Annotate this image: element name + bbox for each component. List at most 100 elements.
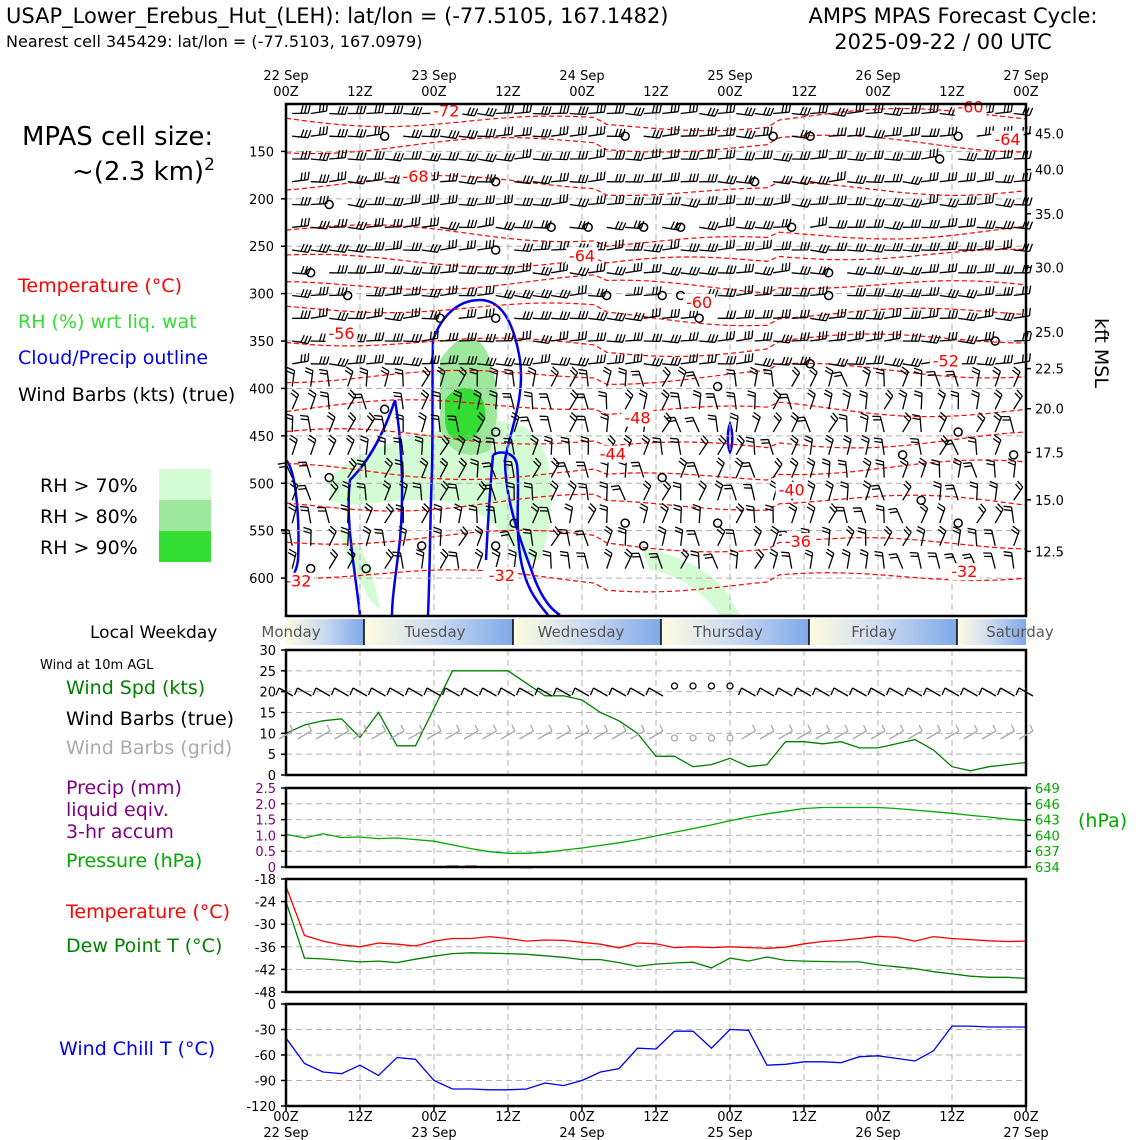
wind-barb <box>606 173 626 183</box>
wind-barb <box>532 219 552 229</box>
wind-barb <box>921 263 940 274</box>
weekday-segment <box>513 619 661 645</box>
wind-barb <box>439 435 450 456</box>
wind-barb <box>821 458 831 478</box>
wind-barb <box>384 356 404 365</box>
wind-barb <box>773 334 793 344</box>
wind-barb <box>804 435 814 455</box>
wind-barb <box>643 357 664 367</box>
wind-barb <box>420 389 430 410</box>
wind-barb <box>898 389 908 410</box>
wind-barb <box>810 312 830 322</box>
wind-barb <box>384 503 394 524</box>
wind-barb <box>421 265 441 275</box>
wind-barb <box>735 503 745 524</box>
wind-barb <box>384 105 404 115</box>
wind-barb <box>436 366 446 387</box>
wind-barb <box>680 331 699 342</box>
wind-barb <box>430 414 441 433</box>
wind-barb <box>458 175 479 185</box>
wind-barb <box>319 391 330 410</box>
calm-wind-circle <box>707 682 716 690</box>
wind-barb <box>630 461 645 478</box>
wind-barb <box>403 129 423 139</box>
wind-barb <box>329 218 348 228</box>
wind-barb <box>310 126 329 137</box>
wind-barb <box>976 331 995 342</box>
bottom-hour-tick-label: 12Z <box>643 1110 669 1125</box>
wind10m-label: Wind at 10m AGL <box>40 658 154 673</box>
wind-barb <box>884 126 903 137</box>
wind-barb <box>841 548 851 569</box>
wind-barb <box>680 127 700 137</box>
top-date-tick-label: 22 Sep <box>263 69 308 84</box>
wind-barb <box>393 391 404 410</box>
wind-barb <box>569 198 590 208</box>
wind-barb <box>364 502 373 524</box>
wind-barb <box>551 125 569 137</box>
wind-barb <box>992 366 1002 387</box>
wind-barb <box>329 243 349 253</box>
wind-barb <box>327 434 337 456</box>
wind-barb <box>550 366 559 387</box>
wind-barb <box>292 171 310 183</box>
wind-barb <box>588 125 606 137</box>
top-hour-tick-label: 12Z <box>347 85 373 100</box>
calm-wind-circle <box>934 154 945 164</box>
wind-barb-true <box>589 687 608 697</box>
wind-barb <box>847 330 865 342</box>
wind-barb-true <box>941 687 960 697</box>
top-hour-tick-label: 12Z <box>495 85 521 100</box>
wind-barb <box>938 411 948 433</box>
wind-barb <box>290 389 300 410</box>
wind-barb <box>717 434 727 456</box>
wind-barb <box>828 107 849 117</box>
calm-wind-circle <box>675 222 686 233</box>
wind-barb <box>810 330 828 342</box>
wind-barb <box>539 506 552 524</box>
wind-barb <box>527 366 537 387</box>
wind-barb <box>806 480 816 501</box>
wind-barb <box>502 392 515 410</box>
wind-barb <box>958 334 978 345</box>
wind-barb <box>310 286 329 297</box>
wind-barb <box>477 308 495 319</box>
temperature-contour <box>285 248 1027 268</box>
wind-barb <box>588 195 607 206</box>
wind-barb <box>747 390 756 410</box>
rh80-swatch <box>159 500 211 531</box>
temperature-contour-label: -32 <box>489 566 515 585</box>
wind-barb <box>606 195 625 206</box>
wind-barb <box>967 527 978 546</box>
calm-wind-circle <box>953 427 963 437</box>
wind-barb <box>684 416 700 433</box>
wind-barb <box>914 390 923 410</box>
temperature-contour <box>285 399 1027 418</box>
title-right-2: 2025-09-22 / 00 UTC <box>834 30 1052 54</box>
wind-barb <box>319 368 330 387</box>
wind-barb <box>754 239 773 251</box>
wind-barb <box>289 434 298 456</box>
wind-barb <box>662 103 680 115</box>
height-tick-label: 17.5 <box>1035 446 1064 461</box>
wind-barb <box>763 368 774 387</box>
wind-barb <box>754 150 773 160</box>
wind-barb <box>789 457 799 478</box>
wind-barb <box>286 366 296 387</box>
wind-barb <box>625 220 645 230</box>
contour-label-background <box>399 167 432 185</box>
calm-wind-circle <box>324 199 334 210</box>
wind-barb <box>329 149 348 160</box>
wind-barb <box>606 333 626 343</box>
wind-barb <box>902 175 923 186</box>
temperature-panel: -18 -24 -30 -36 -42 -48 <box>255 873 1028 1001</box>
wind-barb <box>523 391 534 410</box>
wind-barb-grid <box>741 724 757 740</box>
temperature-contour <box>285 274 1027 294</box>
pressure-label: Pressure (hPa) <box>66 850 202 872</box>
wind-barb <box>414 435 424 455</box>
wind-barb-grid <box>445 724 461 740</box>
wind-barb <box>299 505 312 524</box>
wind-barb <box>560 436 571 455</box>
wind-barb <box>421 217 440 228</box>
